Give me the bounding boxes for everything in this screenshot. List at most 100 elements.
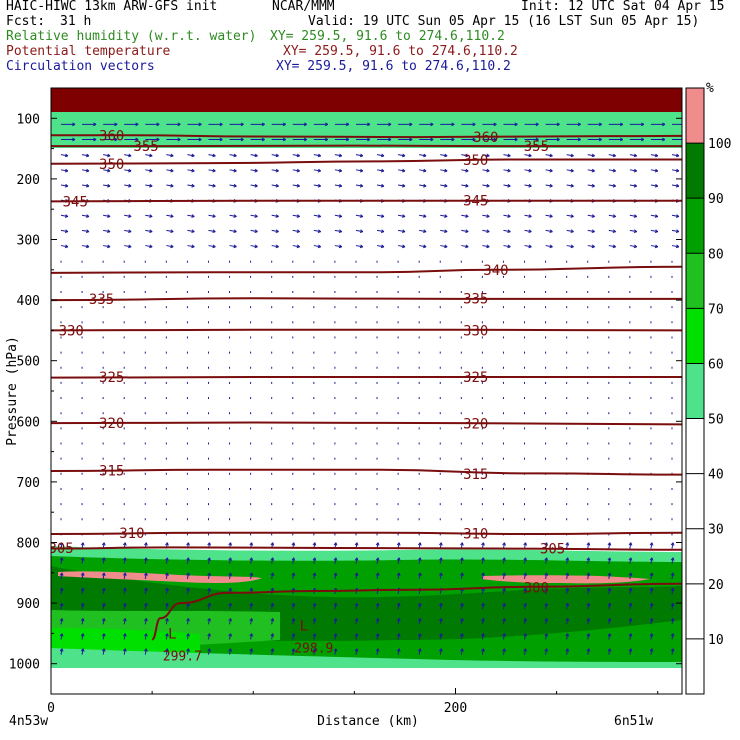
theta-contour-305 [51,546,682,551]
vector-arrow [524,154,532,157]
vector-head [144,557,147,561]
vector-head [402,214,406,217]
vector-head [261,122,265,125]
vector-head [544,648,548,652]
vector-arrow [60,229,68,233]
vector-head [333,557,337,561]
vector-head [101,633,105,637]
vector-head [607,648,611,652]
vector-head [228,618,231,622]
vector-arrow [208,245,216,248]
vector-arrow [545,214,553,217]
vector-arrow [124,169,132,172]
vector-head [107,183,111,187]
vector-head [240,137,244,140]
vector-head [101,587,105,591]
vector-head [649,587,653,591]
vector-arrow [440,169,448,172]
vector-arrow [355,184,363,187]
vector-head [86,153,90,157]
vector-head [207,633,210,637]
vector-head [270,557,274,561]
vector-head [481,572,484,576]
x-endpoint-left: 4n53w [9,714,48,729]
vector-head [460,542,463,546]
vector-head [191,168,195,172]
x-tick-label: 200 [444,701,467,716]
vector-arrow [461,245,469,248]
vector-head [254,153,258,157]
theta-label: 355 [133,139,158,155]
vector-head [207,572,210,576]
vector-head [312,633,316,637]
vector-head [261,137,265,140]
theta-label: 320 [463,417,488,433]
vector-head [144,587,147,591]
vector-arrow [608,245,616,248]
vector-head [191,153,195,157]
vector-head [423,214,427,217]
vector-arrow [187,245,195,248]
vector-head [649,602,653,606]
vector-head [233,214,237,217]
vector-head [312,572,316,576]
vector-arrow [187,229,195,233]
theta-label: 330 [59,323,84,339]
colorbar-label: 10 [708,633,724,648]
vector-head [460,618,463,622]
vector-head [249,542,253,546]
vector-head [360,183,364,187]
vector-head [523,572,526,576]
vector-head [439,557,442,561]
vector-head [556,122,560,125]
vector-head [544,542,548,546]
vector-arrow [60,214,68,217]
vector-head [591,153,595,157]
vector-arrow [650,184,658,187]
vector-head [670,648,674,652]
rh-shading [51,88,682,694]
vector-head [586,557,590,561]
vector-head [249,557,253,561]
vector-head [249,633,253,637]
vector-head [156,137,160,140]
colorbar-unit: % [706,81,714,96]
y-tick-label: 1000 [9,658,40,673]
vector-head [486,229,490,233]
vector-head [86,244,90,248]
vector-head [212,168,216,172]
vector-head [80,648,84,652]
vector-arrow [271,229,279,233]
colorbar-label: 80 [708,247,724,262]
vector-head [502,587,505,591]
vector-head [591,168,595,172]
vector-head [275,229,279,233]
vector-head [333,618,337,622]
vector-head [439,602,442,606]
vector-arrow [334,184,342,187]
vector-head [80,572,84,576]
vector-head [333,572,337,576]
vector-arrow [124,229,132,233]
vector-head [549,214,553,217]
vector-arrow [81,229,90,233]
vector-head [86,168,90,172]
vector-head [607,587,611,591]
vector-head [444,183,448,187]
vector-arrow [398,229,406,233]
vector-head [465,229,469,233]
field-rh-name: Relative humidity (w.r.t. water) [6,29,257,44]
colorbar-label: 70 [708,302,724,317]
vector-head [493,137,497,140]
vector-head [439,633,442,637]
vector-head [481,557,484,561]
vector-head [417,618,421,622]
vector-head [507,153,511,157]
vector-head [375,633,379,637]
y-tick-label: 200 [17,173,40,188]
low-marker: L [300,618,308,634]
x-axis: 0 200 [47,688,659,716]
vector-head [502,572,505,576]
vector-arrow [566,184,574,187]
vector-head [354,602,358,606]
